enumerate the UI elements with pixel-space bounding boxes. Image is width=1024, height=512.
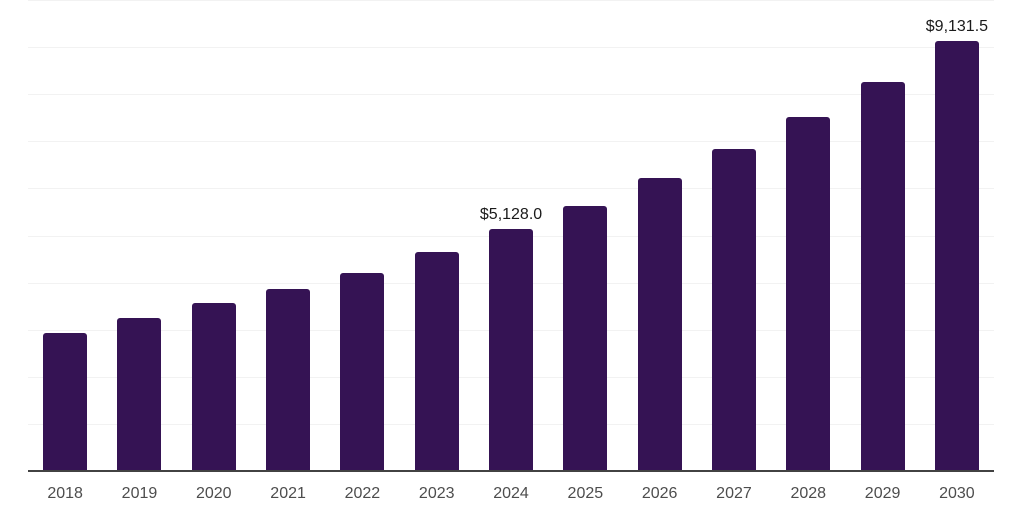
- gridline: [28, 47, 994, 49]
- bar-2030: [934, 40, 979, 471]
- x-axis-labels: 2018 2019 2020 2021 2022 2023 2024 2025 2026 2027…: [28, 484, 994, 503]
- bar-slot-2026: [623, 0, 697, 471]
- gridline: [28, 0, 994, 1]
- bar-2029: [860, 81, 905, 471]
- x-axis-label-2029: 2029: [864, 485, 901, 502]
- data-label-2024: $5,128.0: [479, 206, 543, 224]
- data-label-2030: $9,131.5: [925, 17, 989, 35]
- bar-2020: [191, 303, 236, 471]
- gridline: [28, 188, 994, 190]
- bar-2019: [117, 318, 162, 471]
- bar-slot-2024: $5,128.0: [474, 0, 548, 471]
- bar-2026: [637, 177, 682, 471]
- x-axis-label-2026: 2026: [641, 485, 678, 502]
- bar-slot-2018: [28, 0, 102, 471]
- x-axis-label-2019: 2019: [121, 485, 158, 502]
- bar-slot-2028: [771, 0, 845, 471]
- bar-slot-2029: [845, 0, 919, 471]
- bar-slot-2021: [251, 0, 325, 471]
- x-axis-line: [28, 470, 994, 472]
- x-axis-label-2020: 2020: [195, 485, 232, 502]
- bar-slot-2020: [177, 0, 251, 471]
- x-axis-label-2028: 2028: [790, 485, 827, 502]
- bar-2023: [414, 252, 459, 471]
- bar-2021: [266, 289, 311, 471]
- gridline: [28, 94, 994, 96]
- bar-slot-2027: [697, 0, 771, 471]
- bar-2022: [340, 273, 385, 471]
- bar-slot-2019: [102, 0, 176, 471]
- plot-area: $5,128.0 $9,131.5: [28, 0, 994, 471]
- bar-2025: [563, 205, 608, 471]
- x-axis-label-2018: 2018: [47, 485, 83, 502]
- bar-2028: [786, 116, 831, 471]
- x-axis-label-2027: 2027: [716, 485, 752, 502]
- bar-2024: [489, 229, 534, 471]
- x-axis-label-2024: 2024: [493, 485, 529, 502]
- bar-slot-2030: $9,131.5: [920, 0, 994, 471]
- x-axis-label-2022: 2022: [344, 485, 381, 502]
- bar-slot-2022: [325, 0, 399, 471]
- bar-2027: [711, 148, 756, 471]
- bar-slot-2025: [548, 0, 622, 471]
- bars-container: $5,128.0 $9,131.5: [28, 0, 994, 471]
- bar-slot-2023: [400, 0, 474, 471]
- x-axis-label-2025: 2025: [567, 485, 604, 502]
- bar-2018: [43, 333, 88, 471]
- x-axis-label-2021: 2021: [270, 485, 306, 502]
- gridline: [28, 141, 994, 143]
- x-axis-label-2023: 2023: [418, 485, 455, 502]
- x-axis-label-2030: 2030: [939, 485, 975, 502]
